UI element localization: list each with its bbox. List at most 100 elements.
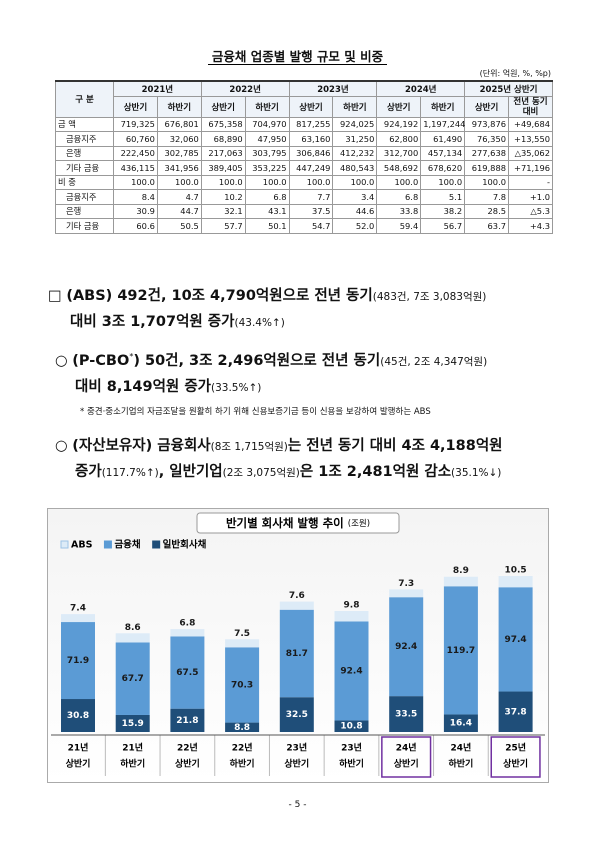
row-label: 기타 금융 (55, 160, 114, 176)
bar-segment (170, 636, 205, 709)
bar-segment (443, 586, 478, 715)
cell: 1,197,244 (420, 116, 465, 132)
cell: +49,684 (508, 116, 553, 132)
cell: 719,325 (113, 116, 158, 132)
text: (117.7%↑) (101, 467, 159, 479)
header-cell: 하반기 (332, 95, 378, 118)
text: 대비 8,149억원 증가 (75, 378, 212, 395)
header-cell: 상반기 (464, 95, 510, 118)
bar-segment (225, 639, 260, 648)
cell: 100.0 (244, 174, 290, 190)
table-row: 금융지주 60,760 32,060 68,890 47,950 63,160 31,250… (55, 131, 553, 147)
cell: 44.7 (156, 203, 202, 219)
data-label: 81.7 (286, 649, 308, 659)
legend-swatch (103, 540, 112, 549)
highlight-box (381, 736, 432, 778)
category-label: 21년 (68, 742, 89, 754)
category-label: 상반기 (394, 758, 419, 770)
cell: 678,620 (420, 160, 466, 176)
cell: 5.1 (420, 189, 466, 205)
cell: 312,700 (376, 145, 422, 161)
category-label: 24년 (450, 742, 471, 754)
cell: 303,795 (244, 145, 290, 161)
header-cell: 상반기 (288, 95, 334, 118)
legend-label: 일반회사채 (163, 539, 207, 551)
cell: 32.1 (200, 203, 246, 219)
bar-segment (389, 696, 424, 732)
bar-segment (61, 622, 95, 700)
text: 은 1조 2,481억원 감소 (299, 464, 452, 480)
bar-segment (443, 714, 478, 732)
category-label: 25년 (505, 742, 526, 754)
data-label: 7.3 (398, 579, 414, 589)
category-label: 상반기 (284, 758, 309, 770)
header-cell: 하반기 (244, 95, 290, 118)
text: (자산보유자) 금융회사 (72, 438, 211, 454)
row-label: 은행 (55, 145, 114, 161)
cell: 32,060 (156, 131, 202, 147)
bar-segment (279, 609, 314, 698)
cell: 63,160 (288, 131, 334, 147)
cell: +4.3 (508, 218, 553, 234)
header-cell: 전년 동기대비 (508, 95, 553, 118)
cell: 56.7 (420, 218, 466, 234)
cell: 548,692 (376, 160, 422, 176)
cell: 60,760 (113, 131, 158, 147)
bar-segment (115, 633, 150, 643)
category-label: 21년 (122, 742, 143, 754)
cell: 30.9 (113, 203, 158, 219)
cell: 44.6 (332, 203, 378, 219)
header-cell: 상반기 (376, 95, 422, 118)
data-label: 37.8 (504, 707, 526, 717)
page-number: - 5 - (288, 800, 307, 810)
cell: 306,846 (288, 145, 334, 161)
data-label: 119.7 (447, 646, 475, 656)
category-label: 하반기 (448, 758, 473, 770)
header-cell: 하반기 (420, 95, 466, 118)
cell: 100.0 (420, 174, 466, 190)
cell: 61,490 (420, 131, 466, 147)
bar-segment (334, 720, 369, 732)
bar-segment (279, 601, 314, 610)
data-label: 7.6 (289, 591, 305, 601)
bar-segment (170, 629, 205, 637)
cell: 100.0 (200, 174, 246, 190)
bar-segment (225, 722, 260, 732)
cell: 43.1 (244, 203, 290, 219)
category-label: 상반기 (66, 758, 91, 770)
table-row: 은행 222,450 302,785 217,063 303,795 306,846 412… (55, 145, 553, 161)
bar-segment (498, 587, 533, 692)
data-label: 97.4 (504, 635, 526, 645)
header-cell: 2023년 (288, 80, 378, 97)
cell: 76,350 (464, 131, 510, 147)
bar-segment (115, 714, 150, 732)
header-cell: 상반기 (200, 95, 246, 118)
row-label: 금융지주 (55, 189, 114, 205)
bar-segment (115, 642, 150, 715)
row-label: 금 액 (55, 116, 114, 132)
row-label: 은행 (55, 203, 114, 219)
table-row: 기타 금융 60.6 50.5 57.7 50.1 54.7 52.0 59.4 56.7 63.… (55, 218, 553, 234)
legend-label: ABS (71, 540, 93, 551)
cell: 100.0 (288, 174, 334, 190)
bar-segment (443, 576, 478, 587)
cell: 10.2 (200, 189, 246, 205)
chart-title-text: 반기별 회사채 발행 추이 (226, 516, 344, 530)
cell: 277,638 (464, 145, 510, 161)
cell: 100.0 (332, 174, 378, 190)
cell: 68,890 (200, 131, 246, 147)
cell: 436,115 (113, 160, 158, 176)
text: * (129, 352, 134, 361)
cell: 302,785 (156, 145, 202, 161)
chart-unit: (조원) (348, 519, 370, 529)
data-label: 32.5 (286, 710, 308, 720)
legend-swatch (60, 540, 69, 549)
text: 증가 (75, 464, 102, 480)
cell: 38.2 (420, 203, 466, 219)
bullet: ○ (자산보유자) 금융회사(8조 1,715억원)는 전년 동기 대비 4조 … (55, 434, 565, 486)
bar-segment (61, 699, 95, 732)
table-row: 금융지주 8.4 4.7 10.2 6.8 7.7 3.4 6.8 5.1 7.8 +1.0 (55, 189, 553, 205)
text: (P-CBO (72, 352, 130, 369)
cell: 100.0 (464, 174, 510, 190)
